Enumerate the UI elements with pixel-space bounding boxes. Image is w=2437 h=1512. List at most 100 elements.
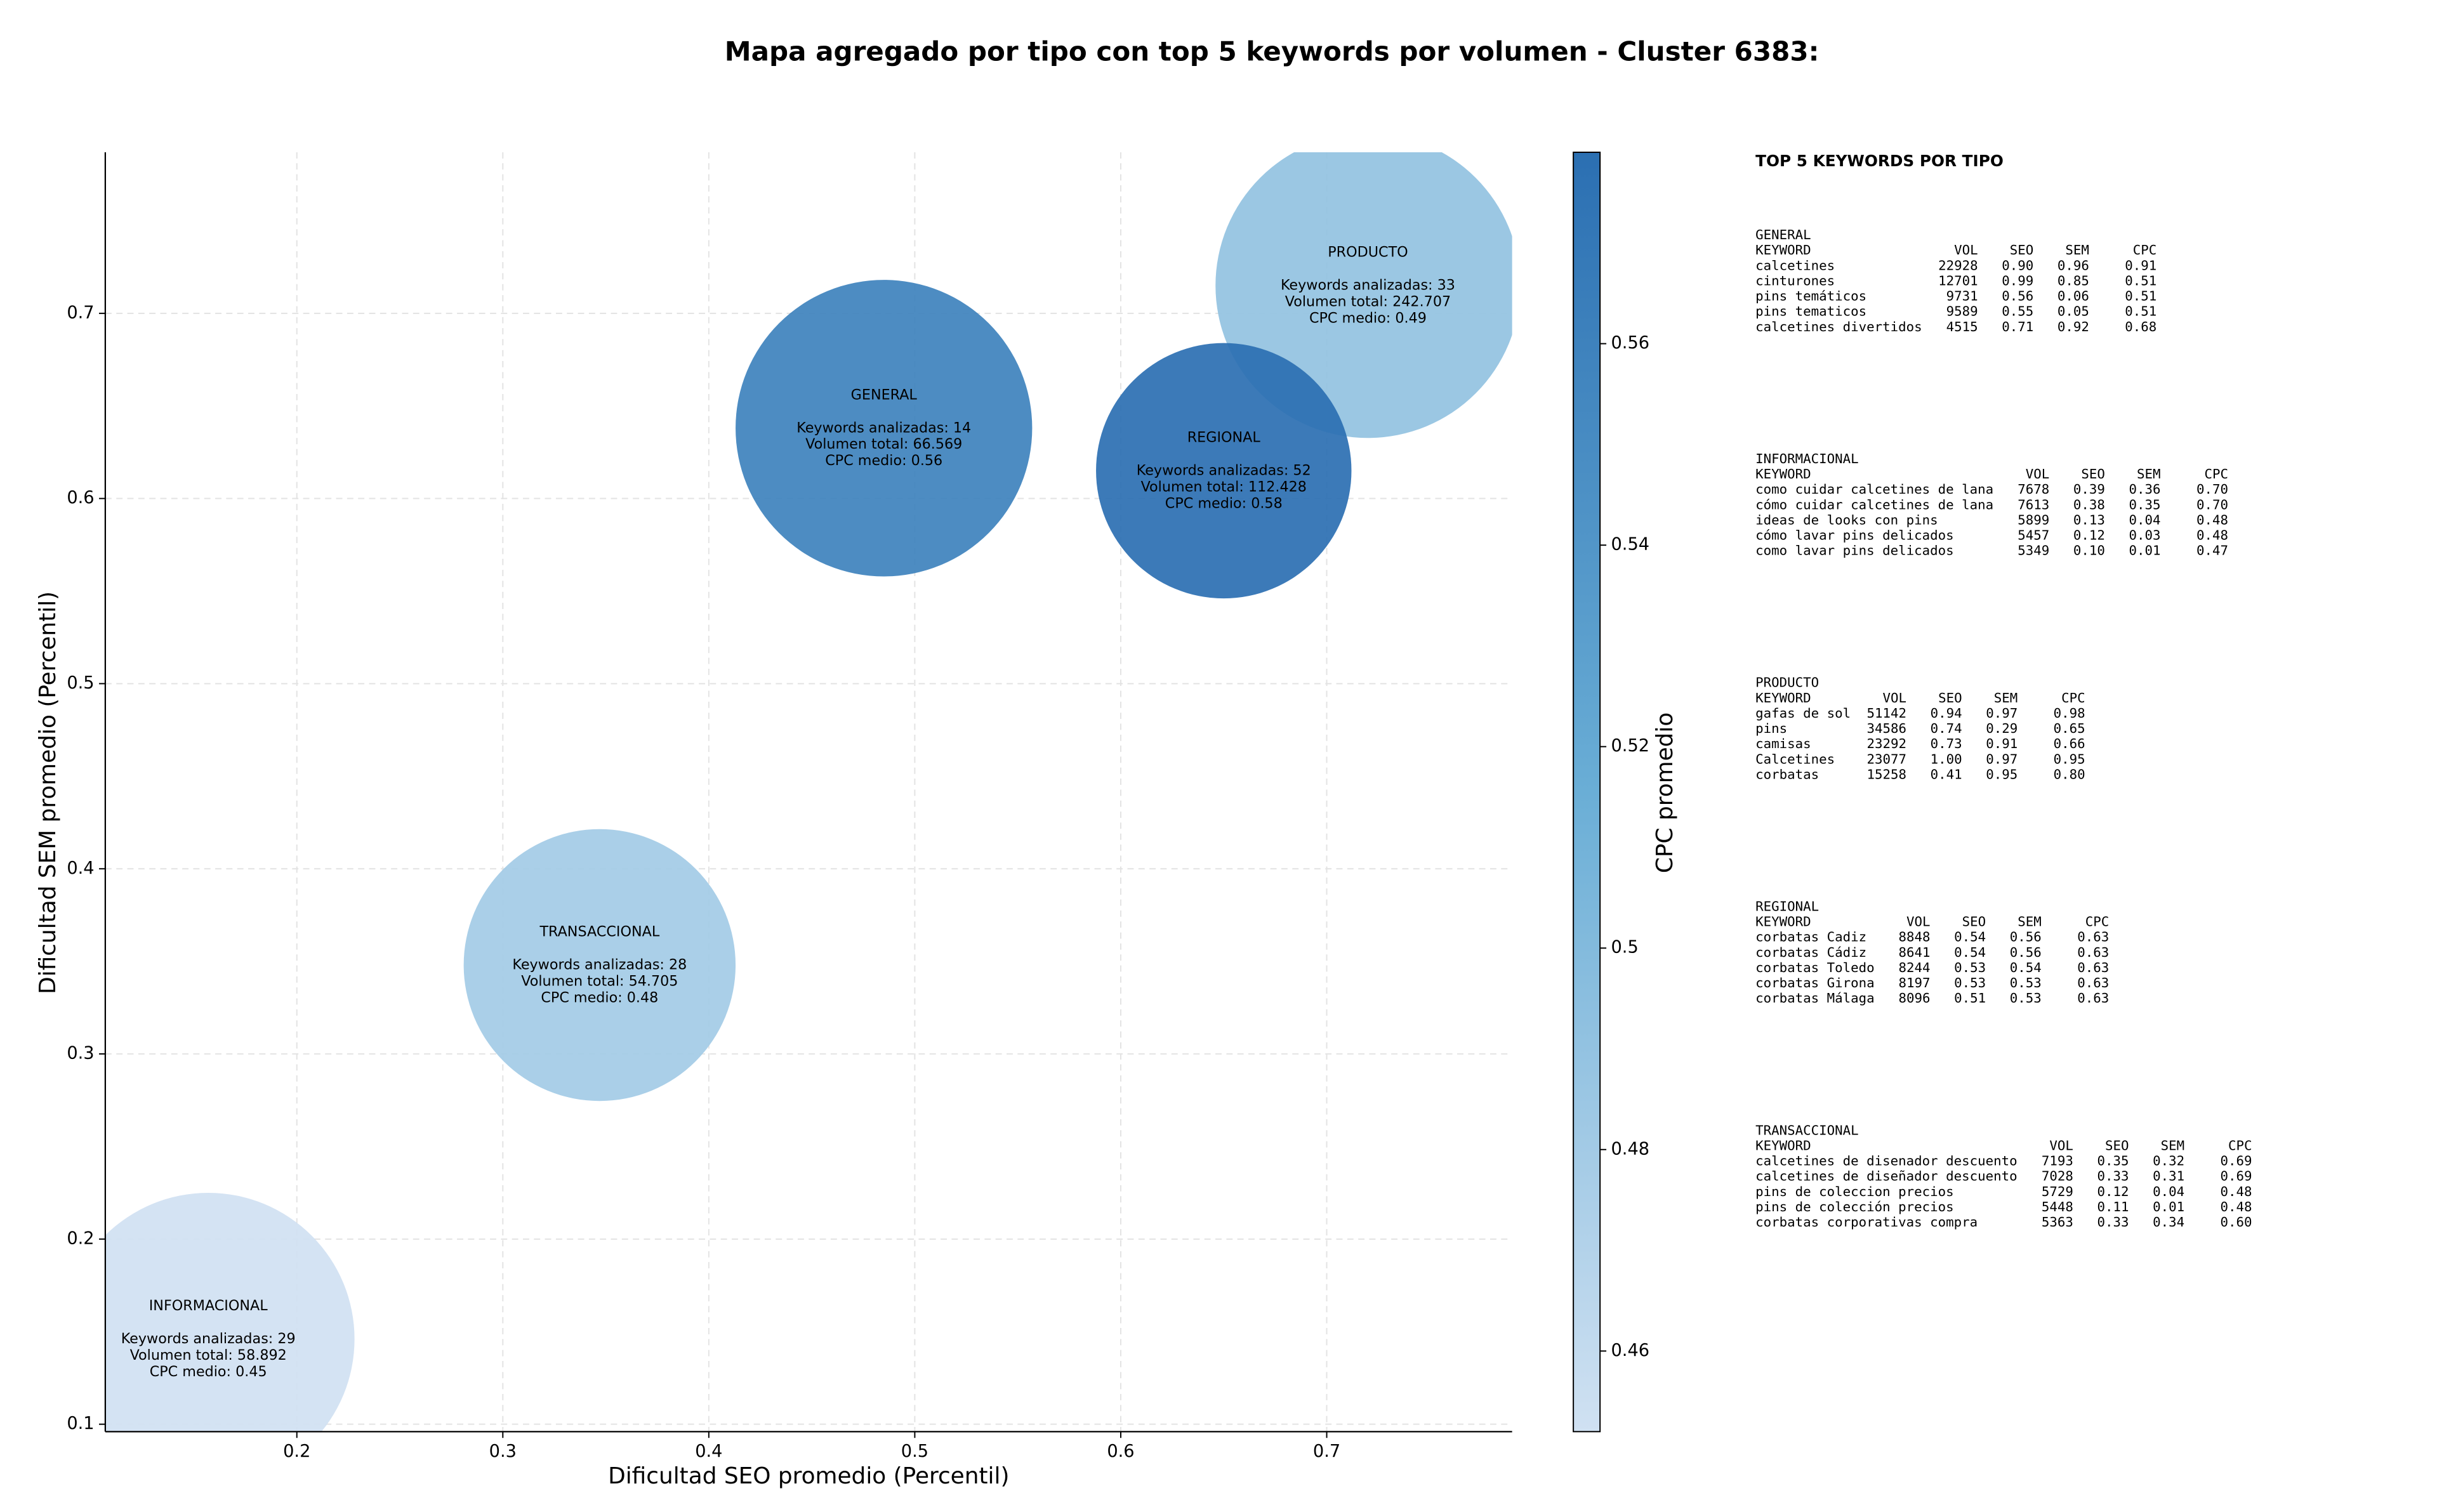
table-cell: 0.35: [2129, 497, 2161, 512]
table-cell: 23292: [1866, 736, 1906, 751]
table-cell: 1.00: [1931, 751, 1962, 766]
bubble-name: TRANSACCIONAL: [539, 924, 659, 940]
table-header: VOL: [2049, 1138, 2073, 1153]
table-cell: 15258: [1866, 766, 1906, 782]
table-header: VOL: [2026, 466, 2050, 482]
table-cell: 0.41: [1931, 766, 1962, 782]
table-header: SEO: [1962, 914, 1986, 930]
bubble-label: Volumen total: 58.892: [130, 1347, 287, 1364]
table-cell: 0.04: [2153, 1184, 2184, 1199]
section-title: INFORMACIONAL: [1755, 451, 1859, 466]
table-cell: como lavar pins delicados: [1755, 543, 1954, 558]
table-cell: 7678: [2018, 482, 2049, 497]
y-tick-label: 0.7: [67, 303, 94, 322]
bubble-label: CPC medio: 0.58: [1165, 495, 1283, 511]
table-cell: 5729: [2042, 1184, 2073, 1199]
table-cell: 5448: [2042, 1199, 2073, 1214]
table-header: SEO: [2081, 466, 2105, 482]
colorbar-tick-label: 0.48: [1611, 1139, 1650, 1159]
section-title: PRODUCTO: [1755, 675, 1819, 690]
bubble-label: CPC medio: 0.49: [1309, 310, 1427, 327]
table-cell: 0.35: [2097, 1154, 2129, 1169]
table-cell: 23077: [1866, 751, 1906, 766]
table-cell: 9731: [1946, 289, 1978, 304]
table-cell: 0.90: [2002, 258, 2033, 273]
table-cell: 0.99: [2002, 273, 2033, 288]
bubble-label: Volumen total: 242.707: [1285, 294, 1451, 310]
table-cell: 0.63: [2077, 945, 2109, 960]
table-cell: 0.48: [2221, 1199, 2252, 1214]
table-cell: 0.32: [2153, 1154, 2184, 1169]
bubble-name: INFORMACIONAL: [149, 1298, 268, 1314]
table-header: SEM: [2065, 242, 2089, 258]
bubble-label: Keywords analizadas: 14: [796, 419, 971, 436]
table-cell: 0.11: [2097, 1199, 2129, 1214]
table-cell: 8096: [1899, 990, 1931, 1006]
bubble-name: REGIONAL: [1187, 429, 1261, 445]
table-cell: 0.63: [2077, 990, 2109, 1006]
section-title: REGIONAL: [1755, 899, 1819, 914]
table-cell: 0.01: [2153, 1199, 2184, 1214]
chart-title: Mapa agregado por tipo con top 5 keyword…: [725, 36, 1819, 67]
bubble-label: Volumen total: 66.569: [805, 436, 962, 452]
table-cell: pins: [1755, 721, 1787, 736]
table-header: VOL: [1882, 690, 1906, 706]
table-cell: 0.10: [2073, 543, 2105, 558]
table-cell: 8641: [1899, 945, 1931, 960]
table-cell: 34586: [1866, 721, 1906, 736]
table-cell: 0.04: [2129, 512, 2161, 527]
table-cell: 5899: [2018, 512, 2049, 527]
y-axis-label: Dificultad SEM promedio (Percentil): [35, 591, 61, 994]
table-header: VOL: [1954, 242, 1978, 258]
table-header: SEO: [2105, 1138, 2129, 1153]
bubble-label: Keywords analizadas: 28: [512, 956, 687, 973]
table-cell: 0.91: [2125, 258, 2156, 273]
colorbar-tick-label: 0.54: [1611, 535, 1650, 555]
table-cell: cinturones: [1755, 273, 1835, 288]
table-cell: cómo lavar pins delicados: [1755, 528, 1954, 543]
x-tick-label: 0.7: [1313, 1442, 1340, 1461]
table-cell: 0.65: [2054, 721, 2085, 736]
table-cell: 0.12: [2097, 1184, 2129, 1199]
table-header: KEYWORD: [1755, 914, 1811, 930]
y-tick-label: 0.1: [67, 1414, 94, 1433]
table-cell: 0.69: [2221, 1154, 2252, 1169]
table-cell: 0.56: [2002, 289, 2033, 304]
bubble-label: CPC medio: 0.56: [825, 452, 942, 469]
table-cell: 0.98: [2054, 706, 2085, 721]
bubble-name: GENERAL: [851, 386, 918, 403]
table-cell: corbatas: [1755, 766, 1819, 782]
table-cell: 0.34: [2153, 1214, 2184, 1230]
table-cell: 5457: [2018, 528, 2049, 543]
y-tick-label: 0.6: [67, 488, 94, 508]
bubble: [105, 1193, 355, 1432]
table-cell: 0.91: [1986, 736, 2018, 751]
x-tick-label: 0.2: [283, 1442, 310, 1461]
x-axis-label: Dificultad SEO promedio (Percentil): [608, 1463, 1009, 1489]
colorbar-tick-label: 0.46: [1611, 1341, 1650, 1360]
table-header: SEO: [1938, 690, 1962, 706]
table-cell: 0.74: [1931, 721, 1962, 736]
x-tick-label: 0.5: [901, 1442, 928, 1461]
table-header: KEYWORD: [1755, 690, 1811, 706]
table-cell: 0.97: [1986, 706, 2018, 721]
table-cell: 0.51: [1954, 990, 1986, 1006]
bubble-label: Volumen total: 54.705: [521, 973, 678, 989]
table-cell: calcetines de disenador descuento: [1755, 1154, 2018, 1169]
table-cell: 0.56: [2010, 945, 2042, 960]
section-title: GENERAL: [1755, 227, 1811, 242]
table-cell: 0.60: [2221, 1214, 2252, 1230]
table-cell: 0.33: [2097, 1214, 2129, 1230]
table-cell: pins de coleccion precios: [1755, 1184, 1954, 1199]
table-header: CPC: [2204, 466, 2228, 482]
table-cell: 5363: [2042, 1214, 2073, 1230]
colorbar-tick-label: 0.56: [1611, 333, 1650, 353]
table-cell: Calcetines: [1755, 751, 1835, 766]
table-cell: corbatas Girona: [1755, 975, 1875, 990]
table-cell: corbatas Toledo: [1755, 960, 1875, 975]
y-tick-label: 0.5: [67, 673, 94, 693]
table-cell: corbatas Cádiz: [1755, 945, 1866, 960]
bubble: [1096, 343, 1352, 599]
table-cell: 0.85: [2057, 273, 2089, 288]
